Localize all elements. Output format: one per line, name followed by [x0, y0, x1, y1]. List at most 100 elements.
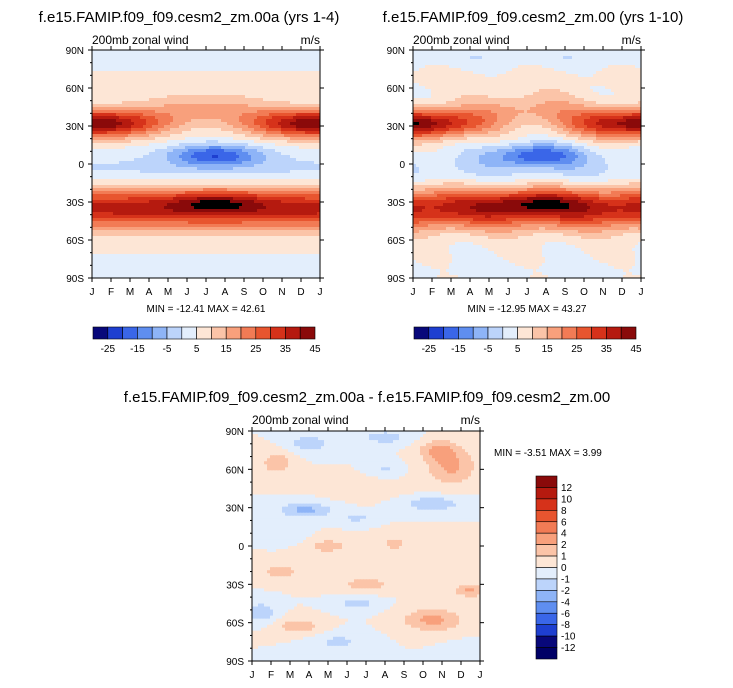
panel-1-cell: [257, 113, 261, 117]
panel-1-cell: [206, 140, 210, 144]
panel-1-cell: [194, 137, 198, 141]
panel-1-cell: [149, 227, 153, 231]
panel-1-cell: [191, 101, 195, 105]
panel-1-cell: [254, 113, 258, 117]
panel-1-cell: [317, 89, 320, 93]
panel-1-cell: [119, 170, 123, 174]
panel-1-cell: [173, 221, 177, 225]
panel-1-cell: [254, 203, 258, 207]
panel-1-cell: [269, 209, 273, 213]
panel-1-cell: [215, 194, 219, 198]
panel-1-cell: [215, 65, 219, 69]
panel-1-cell: [128, 239, 132, 243]
panel-1-cell: [206, 161, 210, 165]
panel-1-cell: [152, 164, 156, 168]
panel-1-cell: [266, 92, 270, 96]
panel-1-cell: [188, 101, 192, 105]
panel-1-cell: [200, 182, 204, 186]
panel-1-cell: [113, 98, 117, 102]
panel-1-cell: [260, 98, 264, 102]
panel-1-cell: [107, 137, 111, 141]
panel-1-cell: [272, 86, 276, 90]
panel-1-cell: [104, 104, 108, 108]
panel-1-cell: [251, 230, 255, 234]
panel-1-cell: [197, 107, 201, 111]
panel-1-cell: [173, 164, 177, 168]
panel-1-cell: [251, 65, 255, 69]
panel-1-cell: [296, 158, 300, 162]
panel-1-cell: [305, 110, 309, 114]
panel-1-cell: [158, 218, 162, 222]
panel-1-cell: [167, 74, 171, 78]
panel-1-cell: [317, 209, 320, 213]
panel-1-cell: [200, 233, 204, 237]
panel-1-cell: [158, 188, 162, 192]
panel-1-cell: [143, 92, 147, 96]
panel-1-cell: [170, 56, 174, 60]
panel-1-cell: [200, 167, 204, 171]
panel-1-cell: [245, 221, 249, 225]
panel-1-cell: [158, 194, 162, 198]
panel-1-cell: [101, 224, 105, 228]
panel-1-cell: [224, 215, 228, 219]
panel-1-cell: [245, 245, 249, 249]
panel-1-cell: [314, 98, 318, 102]
panel-1-cell: [131, 194, 135, 198]
panel-1-cell: [125, 221, 129, 225]
panel-1-cell: [317, 80, 320, 84]
panel-1-cell: [113, 104, 117, 108]
panel-1-cell: [173, 56, 177, 60]
panel-1-cell: [242, 77, 246, 81]
panel-1-cell: [146, 230, 150, 234]
panel-1-cell: [284, 230, 288, 234]
panel-1-cell: [200, 83, 204, 87]
panel-1-cell: [164, 209, 168, 213]
panel-1-cell: [266, 131, 270, 135]
panel-1-cell: [185, 122, 189, 126]
panel-1-cell: [164, 176, 168, 180]
panel-1-cell: [251, 161, 255, 165]
panel-1-cell: [194, 119, 198, 123]
panel-1-cell: [275, 143, 279, 147]
panel-1-cell: [197, 125, 201, 129]
panel-1-cell: [242, 104, 246, 108]
panel-1-cell: [119, 137, 123, 141]
panel-1-cell: [179, 179, 183, 183]
panel-1-cell: [269, 110, 273, 114]
panel-1-cell: [176, 122, 180, 126]
panel-1-cell: [287, 221, 291, 225]
panel-1-cell: [194, 56, 198, 60]
panel-1-cell: [107, 218, 111, 222]
panel-1-cell: [194, 242, 198, 246]
panel-1-cell: [140, 194, 144, 198]
panel-1-cell: [224, 233, 228, 237]
panel-1-cell: [257, 98, 261, 102]
panel-1-cell: [110, 242, 114, 246]
panel-1-cell: [131, 101, 135, 105]
panel-1-cell: [176, 158, 180, 162]
panel-1-cell: [152, 119, 156, 123]
panel-1-cell: [290, 65, 294, 69]
panel-1-cell: [314, 167, 318, 171]
panel-1-cell: [233, 200, 237, 204]
panel-1-cell: [122, 230, 126, 234]
panel-1-cell: [107, 101, 111, 105]
panel-1-cell: [281, 113, 285, 117]
panel-1-cell: [296, 53, 300, 57]
panel-1-cell: [143, 107, 147, 111]
panel-1-cell: [233, 101, 237, 105]
panel-1-cell: [158, 209, 162, 213]
panel-1-cell: [278, 92, 282, 96]
panel-1-cell: [113, 134, 117, 138]
panel-1-cell: [128, 122, 132, 126]
panel-1-cell: [194, 185, 198, 189]
panel-1-cell: [188, 233, 192, 237]
panel-1-cell: [272, 89, 276, 93]
panel-1-cell: [167, 143, 171, 147]
panel-1-cell: [278, 101, 282, 105]
panel-1-cell: [269, 134, 273, 138]
panel-1-cell: [236, 107, 240, 111]
panel-1-cell: [254, 197, 258, 201]
panel-1-cell: [275, 194, 279, 198]
panel-1-cell: [296, 131, 300, 135]
